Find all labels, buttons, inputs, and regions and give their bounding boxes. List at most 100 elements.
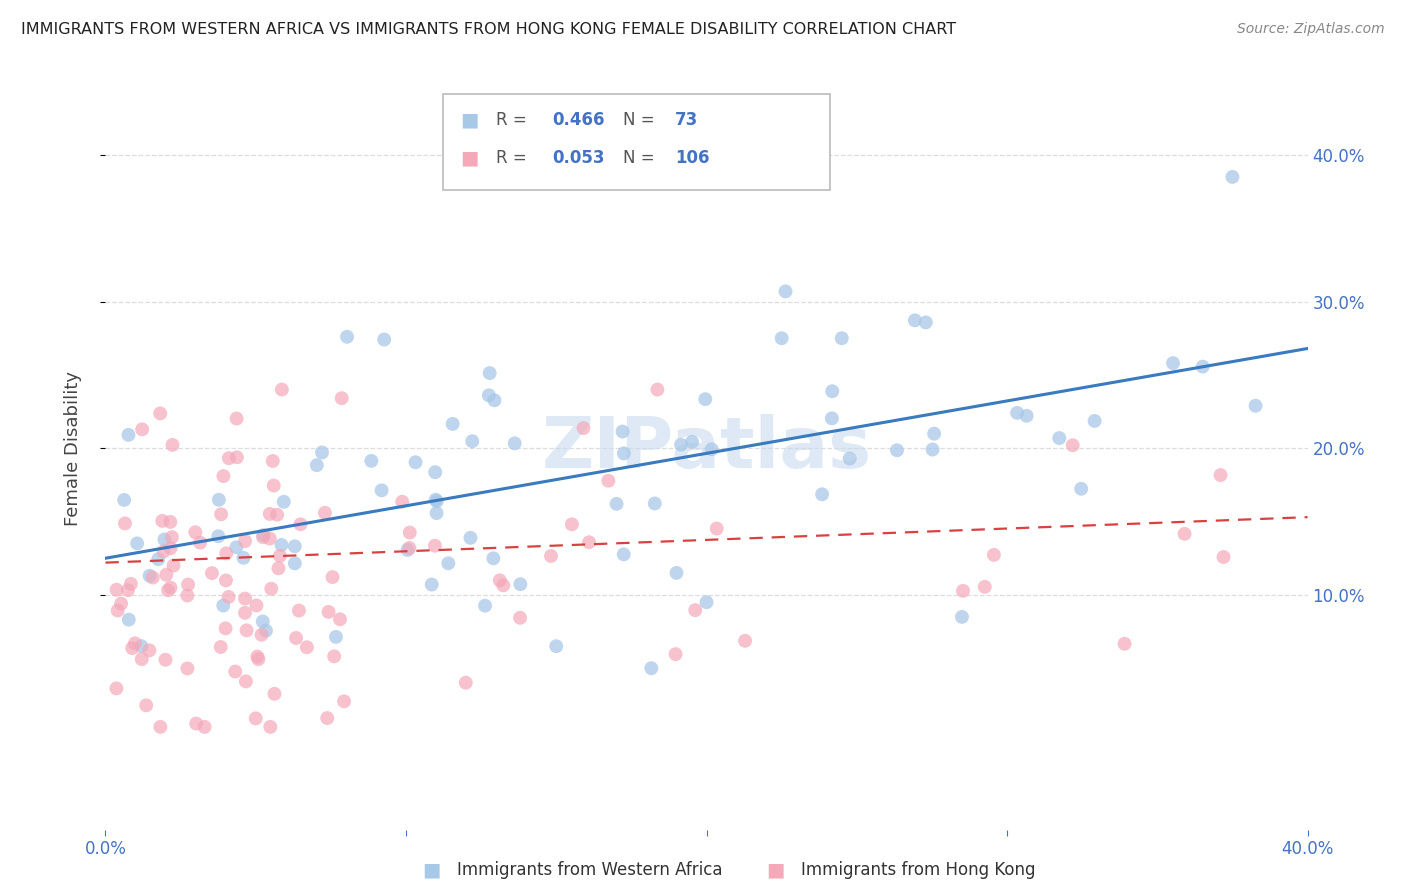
Point (269, 549, 291, 563)
Point (112, 492, 135, 507)
Point (245, 599, 267, 613)
Point (461, 434, 484, 449)
Point (273, 495, 295, 509)
Point (285, 631, 308, 645)
Point (311, 445, 333, 459)
Point (700, 442, 723, 457)
Point (177, 577, 200, 591)
Point (821, 384, 844, 399)
Point (425, 492, 447, 507)
Point (1209, 468, 1232, 483)
Point (259, 720, 281, 734)
Point (118, 613, 141, 627)
Text: ■: ■ (460, 148, 478, 168)
Point (644, 496, 666, 510)
Point (105, 582, 128, 597)
Point (247, 652, 270, 666)
Point (131, 652, 153, 666)
Point (270, 538, 292, 552)
Point (460, 531, 482, 545)
Point (252, 530, 274, 544)
Point (454, 675, 477, 690)
Point (983, 548, 1005, 562)
Point (153, 533, 176, 547)
Text: N =: N = (623, 149, 659, 167)
Point (370, 483, 392, 498)
Point (149, 720, 172, 734)
Point (734, 633, 756, 648)
Point (914, 315, 936, 329)
Point (360, 454, 382, 468)
Point (474, 599, 496, 613)
Point (572, 421, 595, 435)
Point (1047, 431, 1070, 445)
Point (120, 577, 142, 591)
Point (775, 285, 797, 299)
Point (336, 330, 359, 344)
Point (1114, 637, 1136, 651)
Text: ■: ■ (766, 860, 785, 880)
Text: 73: 73 (675, 112, 699, 129)
Point (284, 539, 307, 553)
Point (254, 624, 277, 638)
Point (290, 517, 312, 532)
Point (426, 506, 449, 520)
Point (546, 639, 568, 653)
Point (159, 515, 181, 529)
Point (131, 639, 153, 653)
Text: Source: ZipAtlas.com: Source: ZipAtlas.com (1237, 22, 1385, 37)
Point (267, 561, 290, 575)
Point (318, 605, 340, 619)
Point (176, 589, 198, 603)
Point (235, 674, 257, 689)
Point (578, 535, 600, 549)
Text: N =: N = (623, 112, 659, 129)
Point (437, 556, 460, 570)
Point (425, 465, 447, 479)
Text: ■: ■ (422, 860, 440, 880)
Point (509, 611, 531, 625)
Point (114, 516, 136, 531)
Point (110, 597, 132, 611)
Point (484, 393, 506, 408)
Point (1084, 414, 1107, 428)
Point (1005, 406, 1028, 420)
Point (478, 366, 501, 380)
Point (215, 574, 238, 588)
Point (1174, 526, 1197, 541)
Point (260, 582, 283, 596)
Point (194, 720, 217, 734)
Point (152, 544, 174, 558)
Point (138, 568, 160, 582)
Text: R =: R = (496, 149, 533, 167)
Point (613, 547, 636, 561)
Point (201, 566, 224, 581)
Point (950, 610, 973, 624)
Point (124, 636, 146, 650)
Point (266, 508, 288, 522)
Point (214, 621, 236, 635)
Point (482, 551, 505, 566)
Point (665, 566, 688, 580)
Point (127, 536, 149, 550)
Point (224, 665, 246, 679)
Point (117, 428, 139, 442)
Point (208, 492, 231, 507)
Point (233, 606, 256, 620)
Point (391, 495, 413, 509)
Point (669, 438, 692, 452)
Point (186, 716, 208, 731)
Text: 106: 106 (675, 149, 710, 167)
Point (159, 581, 181, 595)
Point (162, 558, 184, 573)
Point (246, 649, 269, 664)
Point (706, 522, 728, 536)
Point (252, 528, 274, 542)
Text: IMMIGRANTS FROM WESTERN AFRICA VS IMMIGRANTS FROM HONG KONG FEMALE DISABILITY CO: IMMIGRANTS FROM WESTERN AFRICA VS IMMIGR… (21, 22, 956, 37)
Point (138, 643, 160, 657)
Point (606, 497, 628, 511)
Point (478, 388, 501, 402)
Point (259, 507, 281, 521)
Text: Immigrants from Western Africa: Immigrants from Western Africa (457, 861, 723, 879)
Point (613, 446, 636, 460)
